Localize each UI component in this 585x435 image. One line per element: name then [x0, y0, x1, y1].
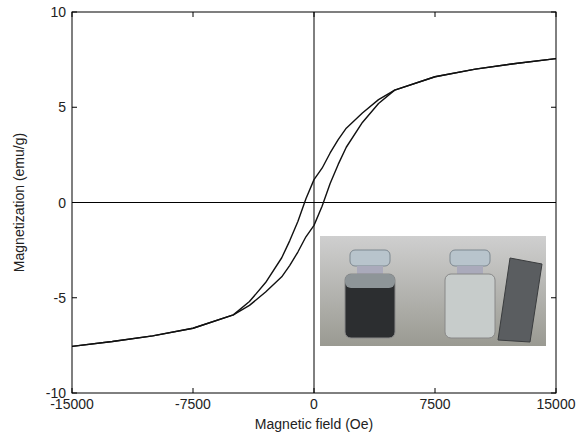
- x-tick: [556, 388, 557, 393]
- x-tick-label: -7500: [175, 396, 211, 412]
- zero-line-y: [72, 202, 556, 203]
- y-tick: [72, 297, 77, 298]
- x-tick: [72, 388, 73, 393]
- vial-neck: [357, 266, 383, 274]
- y-tick-label: 5: [58, 99, 66, 115]
- x-tick-label: 0: [310, 396, 318, 412]
- hysteresis-branch: [72, 59, 556, 347]
- y-tick: [551, 107, 556, 108]
- x-tick: [435, 388, 436, 393]
- x-tick-label: 15000: [537, 396, 576, 412]
- y-tick: [551, 297, 556, 298]
- y-tick: [72, 393, 77, 394]
- x-tick: [435, 12, 436, 17]
- x-tick-label: 7500: [419, 396, 450, 412]
- vial-neck: [457, 266, 483, 274]
- y-tick: [72, 107, 77, 108]
- x-tick: [193, 12, 194, 17]
- x-axis-title: Magnetic field (Oe): [255, 416, 373, 432]
- vial-top: [345, 274, 395, 288]
- y-tick-label: 10: [50, 4, 66, 20]
- vial-cap: [450, 250, 490, 266]
- y-tick: [551, 12, 556, 13]
- y-axis-title: Magnetization (emu/g): [11, 133, 27, 272]
- vial-body: [345, 274, 395, 338]
- x-tick: [314, 12, 315, 17]
- y-tick: [72, 12, 77, 13]
- y-tick-label: -10: [46, 385, 66, 401]
- x-tick: [556, 12, 557, 17]
- x-tick: [72, 12, 73, 17]
- plot-data: [72, 59, 556, 347]
- y-tick: [551, 202, 556, 203]
- magnet: [498, 258, 542, 342]
- y-tick-label: 0: [58, 195, 66, 211]
- inset-bg: [320, 236, 546, 346]
- x-tick: [193, 388, 194, 393]
- vial-body: [445, 274, 495, 338]
- vial-cap: [350, 250, 390, 266]
- x-tick: [314, 388, 315, 393]
- plot-frame: [72, 12, 556, 393]
- y-tick: [72, 202, 77, 203]
- y-tick-label: -5: [54, 290, 67, 306]
- hysteresis-branch: [72, 59, 556, 347]
- inset-photo: [320, 236, 546, 346]
- chart: -15000-75000750015000-10-50510Magnetic f…: [0, 0, 585, 435]
- y-tick: [551, 393, 556, 394]
